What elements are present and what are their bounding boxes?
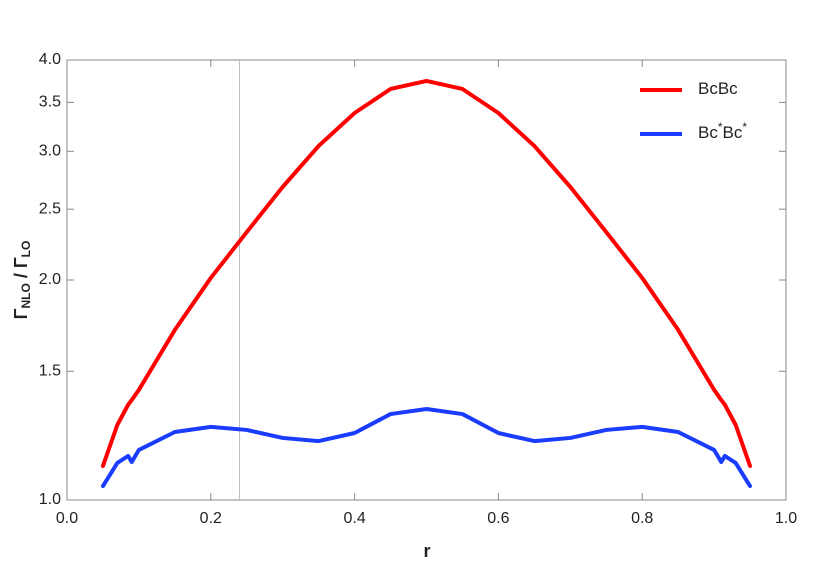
legend-text-part: Bc [698,123,718,142]
x-tick-label: 0.2 [200,510,222,527]
legend-text-part: * [742,120,747,134]
y-tick-label: 3.0 [39,143,61,160]
y-label-part: / Γ [11,257,31,283]
legend-label: BcBc [698,79,738,98]
x-tick-label: 0.0 [56,510,78,527]
y-tick-label: 3.5 [39,94,61,111]
y-tick-label: 1.5 [39,363,61,380]
legend-text-part: * [718,120,723,134]
legend-text-part: Bc [723,123,743,142]
series-line [100,78,753,469]
series-line [100,407,753,489]
x-tick-label: 1.0 [775,510,797,527]
legend-label: Bc*Bc* [698,120,747,142]
x-axis-label: r [423,541,430,561]
y-label-sub: LO [19,241,33,258]
x-tick-label: 0.4 [343,510,365,527]
x-tick-label: 0.8 [631,510,653,527]
legend-text-part: BcBc [698,79,738,98]
y-axis-label: ΓNLO / ΓLO [11,241,33,320]
y-tick-label: 2.5 [39,200,61,217]
y-tick-label: 1.0 [39,491,61,508]
y-label-sub: NLO [19,283,33,308]
x-tick-label: 0.6 [487,510,509,527]
y-tick-label: 2.0 [39,271,61,288]
y-label-part: Γ [11,308,31,319]
y-tick-label: 4.0 [39,51,61,68]
